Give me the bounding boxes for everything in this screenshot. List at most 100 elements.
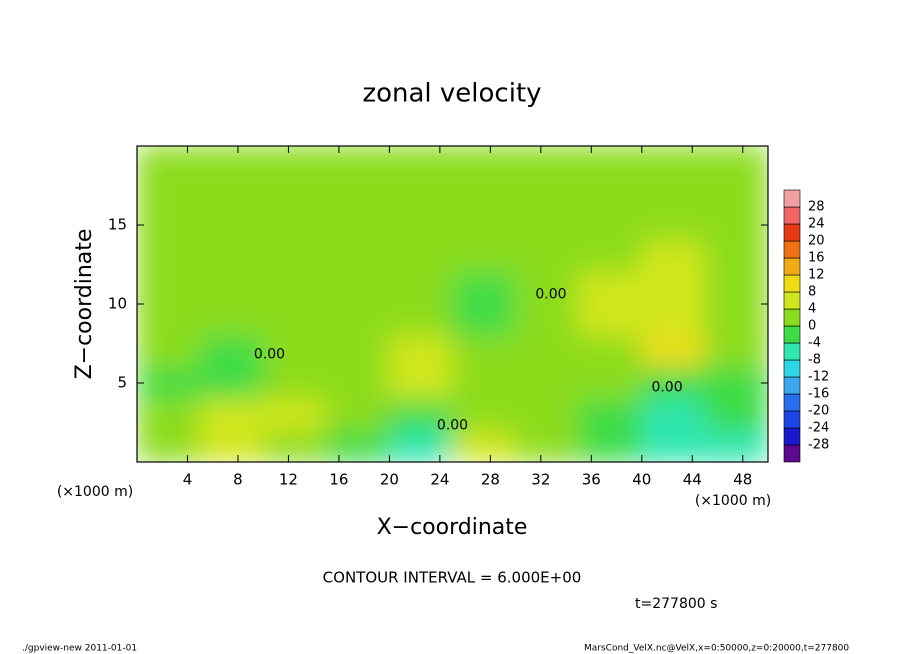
field-cell: [641, 240, 706, 273]
field-cell: [515, 398, 580, 431]
time-label: t=277800 s: [635, 596, 717, 612]
field-cell: [452, 366, 517, 400]
contour-label: 0.00: [254, 347, 285, 363]
field-cell: [199, 271, 264, 305]
colorbar-box: [783, 189, 801, 208]
colorbar-box: [783, 206, 801, 225]
field-cell: [137, 335, 201, 368]
field-cell: [578, 146, 643, 179]
colorbar-box: [783, 427, 801, 446]
field-cell: [137, 240, 201, 273]
field-cell: [578, 398, 643, 431]
field-cell: [262, 146, 327, 179]
field-cell: [452, 177, 517, 210]
field-cell: [325, 177, 390, 210]
overlay: 0.000.000.000.004 8 12 16 20 24 28 32 36 40 44 4851…: [108, 146, 829, 489]
field-cell: [199, 366, 264, 400]
x-unit-label: (×1000 m): [695, 493, 771, 509]
field-cell: [641, 146, 706, 179]
y-axis-label: Z−coordinate: [72, 229, 97, 380]
field-cell: [262, 303, 327, 337]
colorbar-label: 24: [808, 217, 825, 232]
colorbar-label: -28: [808, 438, 829, 453]
field-cell: [578, 177, 643, 210]
field-cell: [641, 177, 706, 210]
field-cell: [388, 366, 453, 400]
field-cell: [325, 303, 390, 337]
field-cell: [452, 146, 517, 179]
colorbar-label: 0: [808, 319, 816, 334]
field-cell: [452, 271, 517, 305]
field-cell: [388, 208, 453, 242]
colorbar-box: [783, 444, 801, 463]
field-cell: [199, 429, 264, 462]
colorbar-label: -24: [808, 421, 829, 436]
chart-title: zonal velocity: [362, 79, 541, 109]
field-cell: [137, 398, 201, 431]
colorbar-box: [783, 342, 801, 361]
field-cell: [137, 177, 201, 210]
field-cell: [578, 208, 643, 242]
colorbar-label: 16: [808, 251, 825, 266]
field-cell: [262, 429, 327, 462]
field-cell: [199, 146, 264, 179]
field-cell: [641, 335, 706, 368]
x-tick-label: 28: [481, 471, 500, 489]
field-cell: [578, 429, 643, 462]
field-cell: [641, 208, 706, 242]
contour-label: 0.00: [535, 287, 566, 303]
field-cell: [137, 146, 201, 179]
field-cell: [704, 240, 768, 273]
field-cell: [641, 303, 706, 337]
x-tick-label: 20: [380, 471, 399, 489]
x-tick-label: 48: [733, 471, 752, 489]
colorbar-box: [783, 308, 801, 327]
field-cell: [325, 146, 390, 179]
field-cell: [515, 240, 580, 273]
field-cells: [137, 146, 768, 462]
field-cell: [704, 398, 768, 431]
field-cell: [325, 335, 390, 368]
field-cell: [262, 208, 327, 242]
field-cell: [388, 335, 453, 368]
field-cell: [388, 271, 453, 305]
field-cell: [704, 366, 768, 400]
field-cell: [578, 335, 643, 368]
field-cell: [388, 177, 453, 210]
field-cell: [325, 240, 390, 273]
colorbar-box: [783, 240, 801, 259]
contour-label: 0.00: [437, 418, 468, 434]
colorbar-box: [783, 274, 801, 293]
field-cell: [199, 335, 264, 368]
field-cell: [578, 303, 643, 337]
field-cell: [515, 366, 580, 400]
field: [137, 146, 768, 462]
field-cell: [515, 177, 580, 210]
x-tick-label: 16: [329, 471, 348, 489]
field-cell: [137, 208, 201, 242]
field-cell: [199, 240, 264, 273]
field-cell: [704, 208, 768, 242]
field-cell: [199, 177, 264, 210]
x-tick-label: 4: [183, 471, 193, 489]
field-cell: [452, 303, 517, 337]
colorbar-label: 4: [808, 302, 816, 317]
plot-frame: [136, 145, 769, 463]
field-cell: [199, 398, 264, 431]
contour-interval: CONTOUR INTERVAL = 6.000E+00: [323, 569, 582, 587]
colorbar-label: 28: [808, 200, 825, 215]
colorbar-box: [783, 393, 801, 412]
colorbar-box: [783, 257, 801, 276]
field-cell: [325, 366, 390, 400]
x-tick-label: 40: [632, 471, 651, 489]
field-cell: [262, 335, 327, 368]
x-tick-label: 24: [430, 471, 449, 489]
y-tick-label: 15: [108, 216, 127, 234]
colorbar-label: -8: [808, 353, 821, 368]
field-cell: [515, 271, 580, 305]
field-cell: [388, 240, 453, 273]
colorbar-box: [783, 325, 801, 344]
colorbar-label: -20: [808, 404, 829, 419]
field-cell: [388, 429, 453, 462]
